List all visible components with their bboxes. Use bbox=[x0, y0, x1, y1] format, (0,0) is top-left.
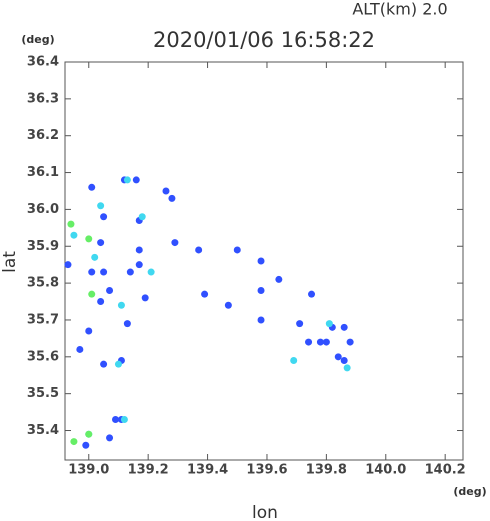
echo-point bbox=[316, 338, 324, 346]
echo-point bbox=[135, 261, 143, 269]
echo-point bbox=[97, 298, 105, 306]
y-tick-label: 35.9 bbox=[27, 239, 59, 254]
echo-point bbox=[195, 246, 203, 254]
echo-point bbox=[233, 246, 241, 254]
echo-point bbox=[97, 239, 105, 247]
echo-point bbox=[85, 235, 93, 243]
echo-point bbox=[97, 202, 105, 210]
x-tick-label: 139.8 bbox=[306, 463, 347, 478]
echo-point bbox=[85, 430, 93, 438]
y-tick-label: 36.4 bbox=[27, 55, 59, 70]
y-tick-label: 36.3 bbox=[27, 91, 59, 106]
echo-point bbox=[123, 176, 131, 184]
echo-point bbox=[257, 257, 265, 265]
echo-point bbox=[120, 415, 128, 423]
echo-point bbox=[346, 338, 354, 346]
echo-point bbox=[224, 301, 232, 309]
y-axis-label: lat bbox=[0, 251, 20, 273]
echo-point bbox=[100, 213, 108, 221]
echo-point bbox=[106, 434, 114, 442]
echo-point bbox=[85, 327, 93, 335]
echo-point bbox=[88, 183, 96, 191]
echo-point bbox=[100, 268, 108, 276]
echo-point bbox=[82, 441, 90, 449]
echo-point bbox=[70, 438, 78, 446]
echo-point bbox=[305, 338, 313, 346]
x-tick-label: 140.2 bbox=[425, 463, 466, 478]
x-tick-label: 139.2 bbox=[128, 463, 169, 478]
echo-point bbox=[64, 261, 72, 269]
x-tick-label: 140.0 bbox=[365, 463, 406, 478]
echo-point bbox=[114, 360, 122, 368]
x-axis-label: lon bbox=[252, 503, 278, 521]
y-unit: (deg) bbox=[21, 33, 54, 46]
echo-point bbox=[343, 364, 351, 372]
echo-point bbox=[325, 320, 333, 328]
echo-point bbox=[76, 345, 84, 353]
echo-point bbox=[171, 239, 179, 247]
y-tick-label: 35.8 bbox=[27, 276, 59, 291]
y-tick-label: 35.7 bbox=[27, 312, 59, 327]
echo-point bbox=[290, 357, 298, 364]
x-unit: (deg) bbox=[453, 485, 486, 498]
echo-point bbox=[70, 231, 78, 239]
echo-point bbox=[340, 357, 348, 364]
y-tick-label: 35.4 bbox=[27, 423, 59, 438]
echo-point bbox=[123, 320, 131, 328]
chart-title: 2020/01/06 16:58:22 bbox=[153, 28, 375, 52]
x-tick-label: 139.0 bbox=[68, 463, 109, 478]
echo-point bbox=[162, 187, 170, 195]
echo-point bbox=[147, 268, 155, 276]
echo-point bbox=[308, 290, 316, 298]
plot-frame bbox=[64, 61, 464, 461]
y-tick-label: 36.1 bbox=[27, 165, 59, 180]
altitude-label: ALT(km) 2.0 bbox=[352, 0, 447, 19]
echo-point bbox=[100, 360, 108, 368]
x-tick-label: 139.4 bbox=[187, 463, 228, 478]
echo-point bbox=[135, 246, 143, 254]
echo-point bbox=[117, 301, 125, 309]
echo-point bbox=[138, 213, 146, 221]
echo-point bbox=[126, 268, 134, 276]
echo-point bbox=[275, 275, 283, 283]
echo-point bbox=[141, 294, 149, 302]
echo-point bbox=[296, 320, 304, 328]
echo-point bbox=[88, 290, 96, 298]
echo-point bbox=[67, 220, 75, 228]
y-tick-label: 35.5 bbox=[27, 386, 59, 401]
echo-point bbox=[88, 268, 96, 276]
echo-point bbox=[106, 286, 114, 294]
x-tick-label: 139.6 bbox=[246, 463, 287, 478]
echo-point bbox=[334, 353, 342, 361]
y-tick-label: 35.6 bbox=[27, 349, 59, 364]
echo-point bbox=[340, 323, 348, 331]
y-tick-label: 36.2 bbox=[27, 128, 59, 143]
echo-point bbox=[257, 316, 265, 324]
y-tick-label: 36.0 bbox=[27, 202, 59, 217]
echo-point bbox=[132, 176, 140, 184]
echo-point bbox=[91, 253, 99, 261]
echo-point bbox=[201, 290, 209, 298]
echo-point bbox=[322, 338, 330, 346]
echo-point bbox=[111, 415, 119, 423]
echo-point bbox=[168, 194, 176, 202]
echo-point bbox=[257, 286, 265, 294]
